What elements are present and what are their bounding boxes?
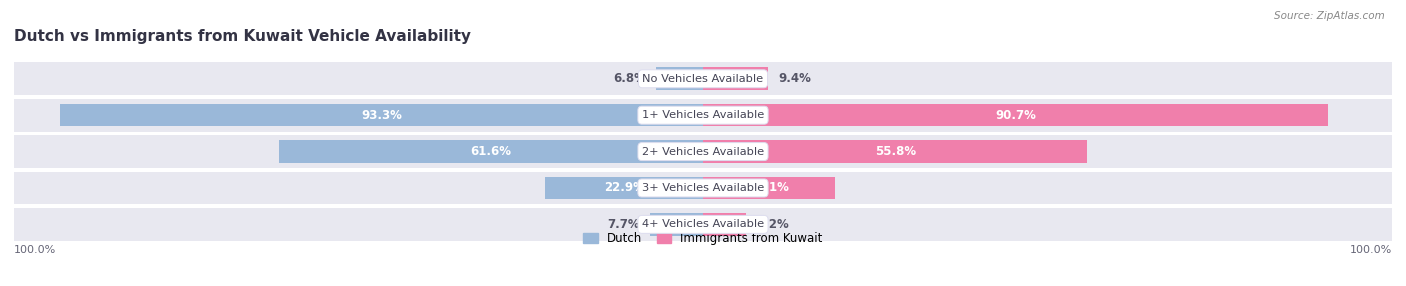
- Bar: [703, 213, 745, 236]
- Bar: [546, 177, 703, 199]
- Bar: [14, 135, 703, 168]
- Bar: [14, 99, 703, 132]
- Text: 100.0%: 100.0%: [1350, 245, 1392, 255]
- Bar: [703, 99, 1392, 132]
- Text: 9.4%: 9.4%: [778, 72, 811, 85]
- Text: 4+ Vehicles Available: 4+ Vehicles Available: [643, 219, 763, 229]
- Bar: [703, 67, 768, 90]
- Text: 2+ Vehicles Available: 2+ Vehicles Available: [643, 147, 763, 156]
- Bar: [703, 172, 1392, 204]
- Text: 1+ Vehicles Available: 1+ Vehicles Available: [643, 110, 763, 120]
- Text: No Vehicles Available: No Vehicles Available: [643, 74, 763, 84]
- Text: 7.7%: 7.7%: [607, 218, 640, 231]
- Text: 3+ Vehicles Available: 3+ Vehicles Available: [643, 183, 763, 193]
- Bar: [703, 135, 1392, 168]
- Bar: [703, 104, 1327, 126]
- Bar: [657, 67, 703, 90]
- Bar: [278, 140, 703, 163]
- Text: 93.3%: 93.3%: [361, 109, 402, 122]
- Text: Dutch vs Immigrants from Kuwait Vehicle Availability: Dutch vs Immigrants from Kuwait Vehicle …: [14, 29, 471, 44]
- Bar: [703, 140, 1087, 163]
- Bar: [703, 62, 1392, 95]
- Text: 6.8%: 6.8%: [613, 72, 645, 85]
- Bar: [703, 177, 835, 199]
- Text: 61.6%: 61.6%: [470, 145, 512, 158]
- Bar: [60, 104, 703, 126]
- Text: 55.8%: 55.8%: [875, 145, 915, 158]
- Bar: [703, 208, 1392, 241]
- Bar: [14, 172, 703, 204]
- Text: 22.9%: 22.9%: [603, 182, 644, 194]
- Text: Source: ZipAtlas.com: Source: ZipAtlas.com: [1274, 11, 1385, 21]
- Bar: [14, 208, 703, 241]
- Text: 6.2%: 6.2%: [756, 218, 789, 231]
- Legend: Dutch, Immigrants from Kuwait: Dutch, Immigrants from Kuwait: [579, 227, 827, 250]
- Text: 90.7%: 90.7%: [995, 109, 1036, 122]
- Text: 100.0%: 100.0%: [14, 245, 56, 255]
- Text: 19.1%: 19.1%: [748, 182, 789, 194]
- Bar: [650, 213, 703, 236]
- Bar: [14, 62, 703, 95]
